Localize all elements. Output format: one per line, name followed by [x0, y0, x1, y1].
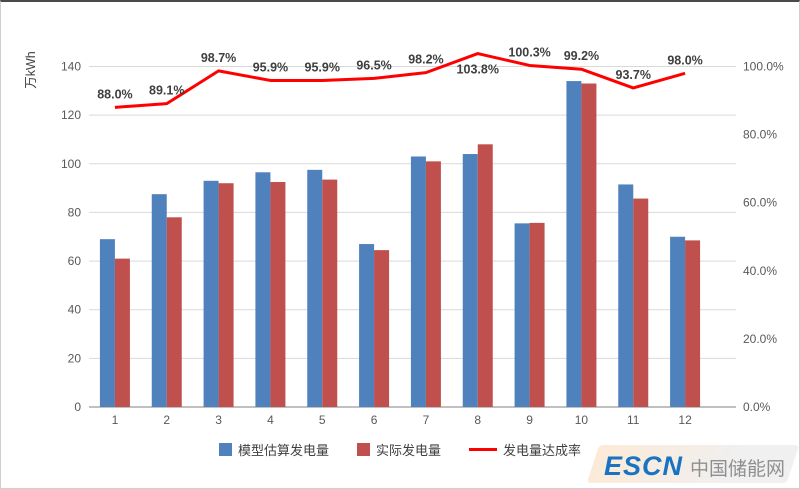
bar-actual — [166, 217, 182, 407]
bar-model-estimate — [151, 194, 167, 407]
legend-label-model: 模型估算发电量 — [237, 443, 329, 458]
rate-data-label: 89.1% — [149, 84, 184, 98]
bar-model-estimate — [462, 154, 478, 407]
legend-label-actual: 实际发电量 — [375, 443, 441, 458]
right-axis-tick-label: 100.0% — [743, 59, 784, 73]
bar-model-estimate — [99, 239, 115, 407]
bar-actual — [477, 144, 493, 407]
left-axis-tick-label: 60 — [68, 254, 82, 268]
bar-actual — [425, 161, 441, 407]
x-axis-tick-label: 3 — [215, 413, 222, 427]
bar-model-estimate — [203, 180, 219, 407]
bar-model-estimate — [410, 156, 426, 407]
rate-data-label: 103.8% — [457, 63, 499, 77]
legend-item-model: 模型估算发电量 — [218, 440, 329, 459]
bar-model-estimate — [514, 223, 530, 407]
bar-model-estimate — [307, 169, 323, 407]
rate-data-label: 98.0% — [667, 53, 702, 67]
x-axis-tick-label: 2 — [163, 413, 170, 427]
right-axis-tick-label: 80.0% — [743, 128, 777, 142]
chart-legend: 模型估算发电量 实际发电量 发电量达成率 — [1, 440, 799, 459]
rate-data-label: 93.7% — [616, 68, 651, 82]
left-axis-tick-label: 140 — [61, 59, 81, 73]
rate-data-label: 99.2% — [564, 49, 599, 63]
watermark-brand: ESCN — [603, 451, 683, 481]
legend-item-rate: 发电量达成率 — [469, 440, 581, 459]
rate-data-label: 98.7% — [201, 51, 236, 65]
right-axis-tick-label: 60.0% — [743, 196, 777, 210]
rate-data-label: 95.9% — [253, 60, 288, 74]
right-axis-tick-label: 20.0% — [743, 332, 777, 346]
x-axis-tick-label: 5 — [319, 413, 326, 427]
right-axis-tick-label: 40.0% — [743, 264, 777, 278]
bar-model-estimate — [255, 172, 271, 407]
left-axis-title: 万kWh — [24, 51, 38, 89]
achievement-rate-line — [114, 52, 686, 109]
left-axis-tick-label: 120 — [61, 108, 81, 122]
x-axis-tick-label: 12 — [678, 413, 692, 427]
legend-item-actual: 实际发电量 — [356, 440, 441, 459]
rate-data-label: 95.9% — [305, 60, 340, 74]
left-axis-tick-label: 0 — [74, 400, 81, 414]
x-axis-tick-label: 11 — [627, 413, 640, 427]
bar-actual — [581, 83, 597, 407]
watermark: ESCN 中国储能网 — [586, 445, 799, 483]
rate-data-label: 96.5% — [356, 58, 391, 72]
left-axis-tick-label: 40 — [68, 303, 82, 317]
left-axis-tick-label: 20 — [68, 351, 82, 365]
bar-actual — [270, 182, 286, 407]
rate-data-label: 88.0% — [97, 87, 132, 101]
legend-swatch-rate — [469, 448, 497, 451]
rate-data-label: 98.2% — [408, 53, 443, 67]
bar-actual — [114, 258, 130, 407]
bar-actual — [529, 222, 545, 407]
x-axis-tick-label: 4 — [267, 413, 274, 427]
bar-model-estimate — [359, 244, 375, 407]
bar-actual — [322, 179, 338, 407]
left-axis-tick-label: 80 — [68, 205, 82, 219]
left-axis-tick-label: 100 — [61, 157, 81, 171]
bar-actual — [374, 250, 390, 407]
bar-model-estimate — [670, 236, 686, 407]
x-axis-tick-label: 9 — [526, 413, 533, 427]
rate-data-label: 100.3% — [508, 45, 550, 59]
x-axis-tick-label: 10 — [575, 413, 589, 427]
right-axis-tick-label: 0.0% — [743, 400, 771, 414]
x-axis-tick-label: 7 — [423, 413, 430, 427]
watermark-site-name: 中国储能网 — [689, 459, 785, 480]
legend-swatch-actual — [356, 443, 370, 456]
legend-label-rate: 发电量达成率 — [503, 443, 582, 458]
legend-swatch-model — [218, 443, 232, 456]
x-axis-tick-label: 6 — [371, 413, 378, 427]
bar-model-estimate — [566, 81, 582, 407]
x-axis-tick-label: 8 — [474, 413, 481, 427]
x-axis-tick-label: 1 — [112, 413, 119, 427]
bar-actual — [685, 240, 701, 407]
bar-model-estimate — [618, 184, 634, 407]
bar-actual — [633, 198, 649, 407]
bar-actual — [218, 183, 234, 407]
